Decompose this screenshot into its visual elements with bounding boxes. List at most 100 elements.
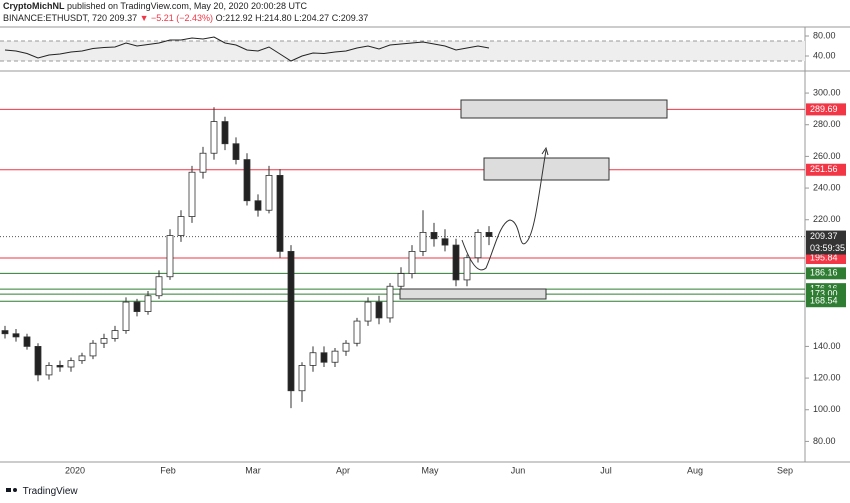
candle-body bbox=[485, 232, 493, 237]
author: CryptoMichNL bbox=[3, 1, 65, 11]
x-tick-label: May bbox=[421, 465, 439, 475]
candle-body bbox=[375, 301, 383, 319]
candle-body bbox=[45, 365, 53, 376]
candle-body bbox=[243, 159, 251, 202]
x-tick-label: Jul bbox=[600, 465, 612, 475]
l: L:204.27 bbox=[294, 13, 330, 23]
candle-body bbox=[309, 352, 317, 366]
candle-body bbox=[353, 320, 361, 344]
countdown: 03:59:35 bbox=[810, 243, 845, 253]
y-tick-label: 120.00 bbox=[813, 372, 841, 382]
candle-body bbox=[320, 352, 328, 363]
candle-body bbox=[232, 143, 240, 160]
candle-body bbox=[276, 174, 284, 252]
candle-body bbox=[34, 346, 42, 376]
last: 209.37 bbox=[109, 13, 138, 23]
candle-body bbox=[287, 251, 295, 392]
candle-body bbox=[100, 338, 108, 344]
candle-body bbox=[364, 301, 372, 322]
candle-body bbox=[23, 336, 31, 347]
candle-body bbox=[474, 232, 482, 259]
h: H:214.80 bbox=[255, 13, 292, 23]
rsi-tick-label: 80.00 bbox=[813, 30, 836, 40]
level-label: 289.69 bbox=[810, 104, 838, 114]
level-tag bbox=[806, 103, 846, 116]
rsi-line bbox=[4, 36, 490, 62]
logo bbox=[6, 488, 17, 493]
level-tag bbox=[806, 295, 846, 308]
y-tick-label: 300.00 bbox=[813, 87, 841, 97]
footer-text: TradingView bbox=[22, 486, 78, 497]
zone-box bbox=[483, 157, 610, 181]
footer: TradingView bbox=[6, 486, 78, 497]
projection-arrow bbox=[461, 149, 547, 271]
level-label: 195.84 bbox=[810, 252, 838, 262]
candle-body bbox=[144, 295, 152, 312]
candle-body bbox=[419, 232, 427, 252]
level-label: 173.00 bbox=[810, 289, 838, 299]
x-tick-label: Apr bbox=[336, 465, 350, 475]
level-label: 168.54 bbox=[810, 296, 838, 306]
candle-body bbox=[56, 365, 64, 368]
header-line: CryptoMichNL published on TradingView.co… bbox=[3, 1, 307, 11]
candle-body bbox=[111, 330, 119, 339]
level-tag bbox=[806, 267, 846, 280]
chart: 300.00 280.00 260.00 240.00 220.00 140.00 120.… bbox=[0, 26, 850, 475]
candle-body bbox=[155, 276, 163, 297]
candle-body bbox=[199, 152, 207, 173]
candle-body bbox=[67, 360, 75, 368]
y-tick-label: 140.00 bbox=[813, 341, 841, 351]
y-tick-label: 220.00 bbox=[813, 214, 841, 224]
candle-body bbox=[397, 273, 405, 287]
o: O:212.92 bbox=[215, 13, 253, 23]
candle-body bbox=[210, 121, 218, 154]
level-label: 186.16 bbox=[810, 268, 838, 278]
x-tick-label: Aug bbox=[687, 465, 703, 475]
x-tick-label: Jun bbox=[511, 465, 526, 475]
arrow-head bbox=[541, 146, 549, 156]
x-tick-label: Sep bbox=[777, 465, 793, 475]
level-tag bbox=[806, 163, 846, 176]
candle-body bbox=[342, 342, 350, 352]
candle-body bbox=[331, 350, 339, 363]
candle-body bbox=[188, 171, 196, 217]
zone-box bbox=[460, 99, 668, 119]
candle-body bbox=[386, 285, 394, 319]
last-price-label: 209.37 bbox=[810, 231, 838, 241]
y-tick-label: 80.00 bbox=[813, 436, 836, 446]
last-price-tag bbox=[806, 230, 846, 255]
c: C:209.37 bbox=[331, 13, 369, 23]
rsi-band bbox=[0, 41, 805, 61]
y-tick-label: 280.00 bbox=[813, 119, 841, 129]
x-tick-label: 2020 bbox=[65, 465, 85, 475]
published: published on TradingView.com, May 20, 20… bbox=[67, 1, 307, 11]
legend-line: BINANCE:ETHUSDT, 720 209.37 ▼ −5.21 (−2.… bbox=[3, 13, 368, 23]
candle-body bbox=[254, 200, 262, 211]
candle-body bbox=[89, 342, 97, 357]
candle-body bbox=[441, 238, 449, 246]
candle-body bbox=[12, 333, 20, 338]
candle-body bbox=[430, 232, 438, 240]
candle-body bbox=[408, 251, 416, 274]
candle-body bbox=[1, 330, 9, 335]
candle-body bbox=[452, 244, 460, 281]
x-tick-label: Feb bbox=[160, 465, 176, 475]
x-tick-label: Mar bbox=[245, 465, 261, 475]
candle-body bbox=[177, 216, 185, 236]
candle-body bbox=[122, 301, 130, 331]
y-tick-label: 240.00 bbox=[813, 182, 841, 192]
change: ▼ −5.21 (−2.43%) bbox=[139, 13, 214, 23]
y-tick-label: 100.00 bbox=[813, 404, 841, 414]
candle-body bbox=[298, 365, 306, 392]
zone-box bbox=[399, 288, 547, 300]
level-tag bbox=[806, 251, 846, 264]
candle-body bbox=[133, 301, 141, 312]
candle-body bbox=[78, 355, 86, 362]
y-tick-label: 260.00 bbox=[813, 151, 841, 161]
candle-body bbox=[463, 257, 471, 281]
level-label: 251.56 bbox=[810, 164, 838, 174]
candle-body bbox=[166, 235, 174, 278]
candle-body bbox=[221, 121, 229, 145]
symbol: BINANCE:ETHUSDT, 720 bbox=[3, 13, 108, 23]
